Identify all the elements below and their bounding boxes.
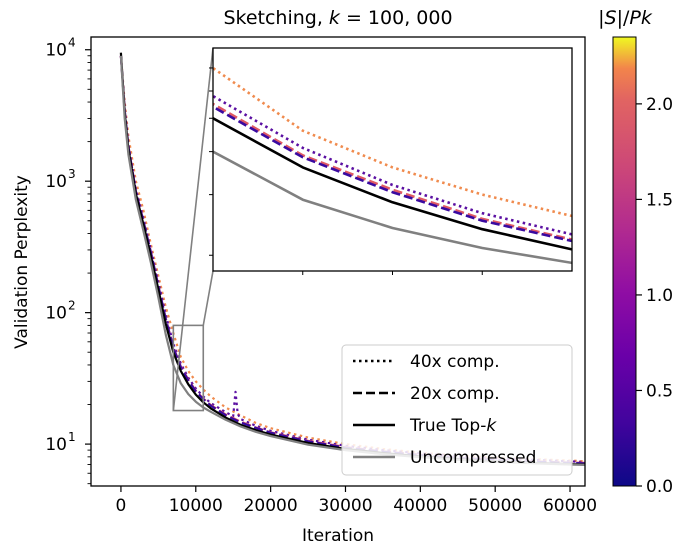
colorbar-frame <box>612 36 637 487</box>
y-tick-label-exponent: 3 <box>68 167 76 181</box>
series-line-3 <box>119 55 585 465</box>
colorbar: 0.0 0.5 1.0 1.5 2.0 |S|/Pk <box>598 7 673 497</box>
series-line-0 <box>119 55 585 463</box>
legend-label-20x: 20x comp. <box>410 384 500 404</box>
chart-title: Sketching, k = 100, 000 <box>223 7 452 29</box>
y-tick-label-exponent: 1 <box>68 430 76 444</box>
chart-title-prefix: Sketching, <box>223 7 328 29</box>
inset-background <box>213 48 572 271</box>
colorbar-label: |S|/Pk <box>598 7 653 29</box>
y-tick-label-exponent: 2 <box>68 299 76 313</box>
y-tick-label: 10 <box>45 172 67 192</box>
colorbar-ticks: 0.0 0.5 1.0 1.5 2.0 <box>636 95 673 497</box>
y-axis-label: Validation Perplexity <box>12 175 32 349</box>
colorbar-label-pk: Pk <box>629 7 652 29</box>
x-tick-label: 50000 <box>468 496 522 516</box>
series-line-1 <box>119 55 585 464</box>
y-tick-label-exponent: 4 <box>68 36 76 50</box>
x-tick-label: 0 <box>116 496 127 516</box>
legend-label-topk-var: k <box>486 416 497 436</box>
colorbar-tick-label: 1.0 <box>646 286 673 306</box>
x-tick-label: 60000 <box>543 496 597 516</box>
zoom-rectangle <box>172 324 205 412</box>
legend-label-40x: 40x comp. <box>410 352 500 372</box>
x-axis: 0 10000 20000 30000 40000 50000 60000 <box>116 486 597 516</box>
colorbar-label-s: S <box>605 7 617 29</box>
zoom-connector-left <box>172 47 214 411</box>
legend-label-topk-text: True Top- <box>409 416 486 436</box>
zoom-indicator <box>172 47 214 412</box>
x-tick-label: 40000 <box>393 496 447 516</box>
plot-frame <box>90 36 586 487</box>
legend: 40x comp. 20x comp. True Top-k Uncompres… <box>341 344 573 476</box>
colorbar-label-pre: | <box>598 7 604 29</box>
colorbar-gradient <box>613 37 636 486</box>
colorbar-tick-label: 0.0 <box>646 477 673 497</box>
x-tick-label: 10000 <box>169 496 223 516</box>
chart-title-var: k <box>329 7 341 29</box>
chart-title-suffix: = 100, 000 <box>340 7 453 29</box>
y-tick-label: 10 <box>45 435 67 455</box>
zoom-connector-right <box>202 270 214 326</box>
x-tick-label: 20000 <box>244 496 298 516</box>
legend-label-topk: True Top-k <box>409 416 497 436</box>
colorbar-label-mid: |/ <box>617 7 630 29</box>
colorbar-tick-label: 0.5 <box>646 381 673 401</box>
y-tick-label: 10 <box>45 304 67 324</box>
x-axis-label: Iteration <box>302 526 374 545</box>
legend-box <box>341 344 573 476</box>
y-tick-label: 10 <box>45 41 67 61</box>
legend-label-uncompressed: Uncompressed <box>410 448 536 468</box>
colorbar-tick-label: 2.0 <box>646 95 673 115</box>
x-tick-label: 30000 <box>318 496 372 516</box>
inset-ticks <box>209 67 483 275</box>
colorbar-tick-label: 1.5 <box>646 190 673 210</box>
